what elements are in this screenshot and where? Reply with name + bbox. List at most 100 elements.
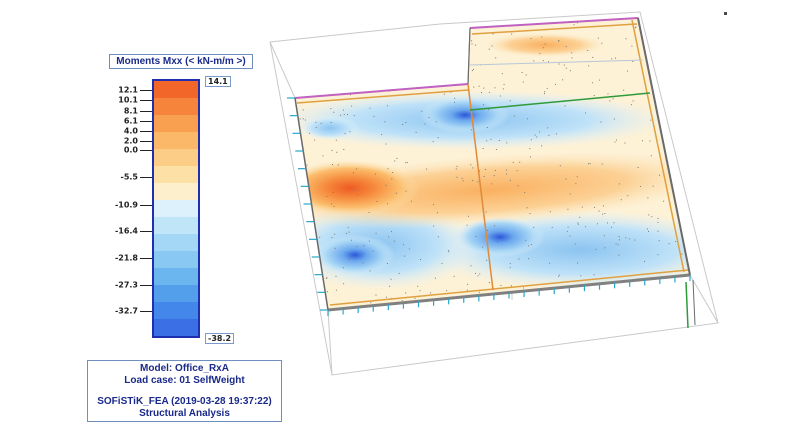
legend-tick-label: 6.1 <box>123 116 138 126</box>
mesh-node <box>467 283 469 285</box>
mesh-node <box>561 18 563 20</box>
mesh-node <box>349 131 351 133</box>
legend-tick-mark <box>140 311 152 312</box>
mesh-node <box>613 118 615 120</box>
mesh-node <box>482 310 483 311</box>
colorbar-band <box>154 81 198 98</box>
mesh-node <box>414 297 416 299</box>
mesh-node <box>454 101 455 103</box>
mesh-node <box>613 222 615 224</box>
mesh-node <box>612 98 614 100</box>
mesh-node <box>411 64 413 65</box>
mesh-node <box>497 241 498 243</box>
mesh-node <box>506 296 508 298</box>
mesh-node <box>466 224 468 226</box>
mesh-node <box>419 290 421 292</box>
mesh-node <box>329 66 330 68</box>
mesh-node <box>597 37 599 39</box>
mesh-node <box>385 184 387 186</box>
mesh-node <box>530 38 532 40</box>
mesh-node <box>483 176 485 177</box>
legend-tick-label: 0.0 <box>123 145 138 155</box>
mesh-node <box>343 149 345 150</box>
mesh-node <box>491 183 493 185</box>
mesh-node <box>312 250 314 252</box>
mesh-node <box>375 232 377 234</box>
mesh-node <box>417 285 419 287</box>
mesh-node <box>530 156 531 158</box>
marker-dot <box>724 12 727 15</box>
mesh-node <box>381 134 383 136</box>
mesh-node <box>454 97 456 99</box>
mesh-node <box>558 63 560 65</box>
mesh-node <box>692 52 693 53</box>
mesh-node <box>468 215 469 217</box>
mesh-node <box>321 54 323 56</box>
colorbar-band <box>154 115 198 132</box>
mesh-node <box>360 18 362 20</box>
mesh-node <box>632 312 633 313</box>
mesh-node <box>494 170 496 171</box>
mesh-node <box>501 73 503 75</box>
mesh-node <box>544 93 545 95</box>
mesh-node <box>446 61 448 63</box>
mesh-node <box>427 26 429 28</box>
mesh-node <box>687 154 689 156</box>
mesh-node <box>671 62 673 64</box>
mesh-node <box>478 291 480 293</box>
colorbar-band <box>154 132 198 149</box>
mesh-node <box>390 278 392 280</box>
mesh-node <box>686 19 688 21</box>
mesh-node <box>342 70 343 72</box>
legend-tick-mark <box>140 205 152 206</box>
mesh-node <box>487 230 488 231</box>
mesh-node <box>610 292 612 294</box>
mesh-node <box>337 164 339 166</box>
mesh-node <box>573 24 575 26</box>
mesh-node <box>392 67 393 69</box>
mesh-node <box>433 204 434 205</box>
mesh-node <box>494 225 496 227</box>
mesh-node <box>326 195 328 197</box>
mesh-node <box>618 183 620 185</box>
mesh-node <box>368 212 370 213</box>
mesh-node <box>363 252 364 254</box>
mesh-node <box>668 243 670 245</box>
mesh-node <box>682 200 684 202</box>
mesh-node <box>342 267 344 269</box>
mesh-node <box>326 277 328 279</box>
mesh-node <box>615 243 617 245</box>
mesh-node <box>620 199 622 201</box>
legend-tick-label: -10.9 <box>114 200 138 210</box>
mesh-node <box>426 168 428 170</box>
mesh-node <box>595 248 597 250</box>
mesh-node <box>334 233 336 235</box>
mesh-node <box>548 61 549 63</box>
mesh-node <box>664 137 666 139</box>
mesh-node <box>436 212 438 214</box>
mesh-node <box>472 167 474 169</box>
mesh-node <box>588 163 589 165</box>
mesh-node <box>601 42 603 44</box>
legend-tick-label: -5.5 <box>120 172 139 182</box>
mesh-node <box>387 168 389 170</box>
mesh-node <box>478 19 480 21</box>
legend-tick-label: -32.7 <box>114 306 138 316</box>
mesh-node <box>470 129 472 131</box>
mesh-node <box>319 236 321 238</box>
mesh-node <box>298 241 300 243</box>
mesh-node <box>475 236 477 237</box>
mesh-node <box>433 306 435 308</box>
mesh-node <box>385 143 387 145</box>
mesh-node <box>627 70 629 72</box>
mesh-node <box>681 253 683 255</box>
mesh-node <box>649 31 651 33</box>
mesh-node <box>524 192 526 194</box>
mesh-node <box>352 172 354 174</box>
mesh-node <box>509 100 511 102</box>
mesh-node <box>488 109 490 111</box>
mesh-node <box>594 206 595 208</box>
mesh-node <box>420 259 421 260</box>
mesh-node <box>686 126 688 128</box>
